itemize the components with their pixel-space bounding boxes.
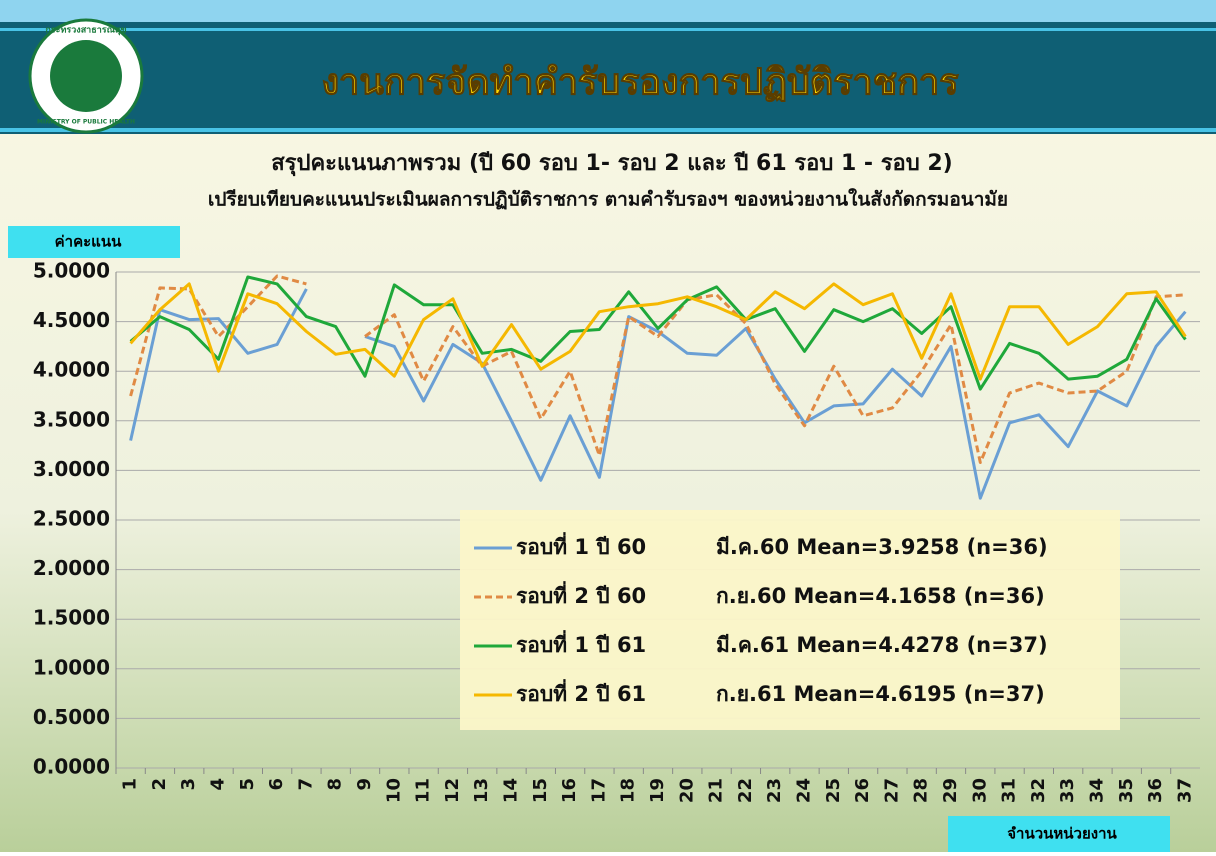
y-tick-label: 2.0000 — [33, 556, 110, 580]
x-tick-label: 27 — [881, 778, 902, 803]
header-line — [0, 28, 1216, 31]
legend-label: รอบที่ 2 ปี 60 — [516, 580, 646, 608]
page: กระทรวงสาธารณสุข MINISTRY OF PUBLIC HEAL… — [0, 0, 1216, 852]
x-tick-label: 18 — [618, 778, 639, 803]
x-tick-label: 7 — [295, 778, 316, 791]
legend-label: รอบที่ 1 ปี 61 — [516, 629, 646, 657]
logo: กระทรวงสาธารณสุข MINISTRY OF PUBLIC HEAL… — [30, 20, 142, 132]
x-tick-label: 25 — [823, 778, 844, 803]
x-tick-label: 22 — [735, 778, 756, 803]
x-tick-label: 17 — [588, 778, 609, 803]
x-tick-label: 32 — [1028, 778, 1049, 803]
y-tick-label: 1.0000 — [33, 655, 110, 679]
y-axis-label: ค่าคะแนน — [55, 233, 122, 251]
logo-text: กระทรวงสาธารณสุข — [45, 26, 126, 36]
x-tick-label: 30 — [969, 778, 990, 803]
header-line — [0, 128, 1216, 132]
x-tick-label: 37 — [1174, 778, 1195, 803]
y-tick-label: 4.5000 — [33, 308, 110, 332]
x-tick-label: 14 — [501, 778, 522, 803]
x-tick-label: 12 — [442, 778, 463, 803]
legend-note: ก.ย.61 Mean=4.6195 (n=37) — [716, 682, 1045, 706]
x-tick-label: 19 — [647, 778, 668, 803]
page-title: งานการจัดทำคำรับรองการปฏิบัติราชการ — [321, 62, 959, 103]
x-tick-label: 1 — [120, 778, 141, 791]
x-tick-label: 4 — [208, 778, 229, 791]
x-tick-label: 26 — [852, 778, 873, 803]
y-tick-label: 3.0000 — [33, 457, 110, 481]
x-tick-label: 10 — [383, 778, 404, 803]
x-tick-label: 21 — [706, 778, 727, 803]
x-tick-label: 11 — [413, 778, 434, 803]
x-tick-label: 16 — [559, 778, 580, 803]
x-tick-label: 36 — [1145, 778, 1166, 803]
y-tick-label: 3.5000 — [33, 407, 110, 431]
x-tick-label: 31 — [999, 778, 1020, 803]
x-axis-label: จำนวนหน่วยงาน — [1007, 825, 1117, 843]
y-tick-label: 4.0000 — [33, 358, 110, 382]
x-tick-label: 5 — [237, 778, 258, 791]
y-tick-label: 1.5000 — [33, 606, 110, 630]
slide: กระทรวงสาธารณสุข MINISTRY OF PUBLIC HEAL… — [0, 0, 1216, 852]
legend-label: รอบที่ 1 ปี 60 — [516, 531, 646, 559]
x-tick-label: 13 — [471, 778, 492, 803]
logo-text-en: MINISTRY OF PUBLIC HEALTH — [37, 119, 135, 126]
x-tick-label: 35 — [1116, 778, 1137, 803]
chart-subtitle: เปรียบเทียบคะแนนประเมินผลการปฏิบัติราชกา… — [208, 188, 1008, 211]
x-tick-label: 24 — [793, 778, 814, 803]
x-tick-label: 34 — [1086, 778, 1107, 803]
y-tick-label: 0.0000 — [33, 755, 110, 779]
x-tick-label: 33 — [1057, 778, 1078, 803]
legend-label: รอบที่ 2 ปี 61 — [516, 678, 646, 706]
x-tick-label: 15 — [530, 778, 551, 803]
x-tick-label: 29 — [940, 778, 961, 803]
top-strip — [0, 0, 1216, 22]
x-tick-label: 20 — [676, 778, 697, 803]
x-tick-label: 8 — [325, 778, 346, 791]
x-tick-label: 9 — [354, 778, 375, 791]
y-tick-label: 0.5000 — [33, 705, 110, 729]
y-tick-label: 5.0000 — [33, 259, 110, 283]
x-tick-label: 3 — [178, 778, 199, 791]
logo-inner — [50, 40, 122, 112]
chart-title: สรุปคะแนนภาพรวม (ปี 60 รอบ 1- รอบ 2 และ … — [271, 151, 952, 177]
legend-note: มี.ค.60 Mean=3.9258 (n=36) — [716, 535, 1048, 559]
x-tick-label: 23 — [764, 778, 785, 803]
y-tick-label: 2.5000 — [33, 507, 110, 531]
x-tick-label: 28 — [911, 778, 932, 803]
legend-note: ก.ย.60 Mean=4.1658 (n=36) — [716, 584, 1045, 608]
legend-note: มี.ค.61 Mean=4.4278 (n=37) — [716, 633, 1048, 657]
x-tick-label: 6 — [266, 778, 287, 791]
x-tick-label: 2 — [149, 778, 170, 791]
